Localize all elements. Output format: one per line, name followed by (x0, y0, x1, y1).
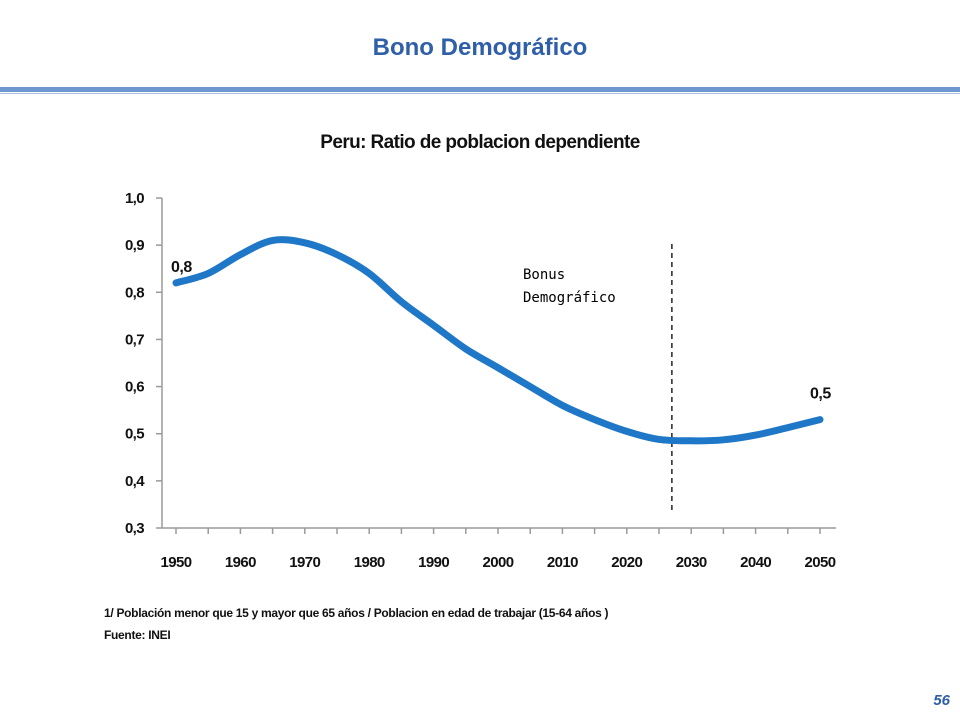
title-divider-thin (0, 93, 960, 94)
x-tick-label: 2010 (547, 554, 578, 571)
y-tick-label: 1,0 (125, 190, 144, 207)
x-tick-label: 1980 (354, 554, 385, 571)
x-tick-label: 2030 (676, 554, 707, 571)
y-tick-label: 0,6 (125, 379, 144, 396)
x-tick-label: 1960 (225, 554, 256, 571)
y-tick-label: 0,3 (125, 520, 144, 537)
footnote: 1/ Población menor que 15 y mayor que 65… (104, 606, 609, 620)
chart-title: Peru: Ratio de poblacion dependiente (320, 132, 639, 153)
y-tick-label: 0,7 (125, 331, 144, 348)
y-tick-label: 0,5 (125, 426, 144, 443)
data-label: 0,5 (810, 386, 831, 403)
x-tick-label: 2000 (483, 554, 514, 571)
title-divider (0, 87, 960, 92)
slide-title: Bono Demográfico (372, 34, 588, 61)
y-tick-label: 0,8 (125, 284, 144, 301)
x-tick-label: 1970 (289, 554, 320, 571)
x-tick-label: 2020 (611, 554, 642, 571)
bonus-label: Demográfico (523, 290, 616, 306)
bonus-label: Bonus (523, 267, 565, 283)
y-tick-label: 0,4 (125, 473, 145, 490)
y-tick-label: 0,9 (125, 237, 144, 254)
bonus-reference: Bonus Demográfico (523, 244, 673, 512)
series-line (172, 236, 824, 445)
x-axis-ticks: 1950 1960 1970 1980 1990 2000 2010 2020 2030 2040… (161, 528, 836, 571)
data-label: 0,8 (171, 259, 192, 276)
series-group (172, 236, 824, 445)
x-tick-label: 2040 (740, 554, 771, 571)
chart-axes (161, 198, 836, 529)
source-note: Fuente: INEI (104, 628, 171, 642)
data-annotations: 0,8 0,5 (171, 259, 832, 403)
x-tick-label: 1990 (418, 554, 449, 571)
y-axis-ticks: 0,3 0,4 0,5 0,6 0,7 0,8 0,9 1,0 (125, 190, 162, 537)
page-number: 56 (933, 692, 950, 709)
x-tick-label: 1950 (161, 554, 192, 571)
x-tick-label: 2050 (805, 554, 836, 571)
